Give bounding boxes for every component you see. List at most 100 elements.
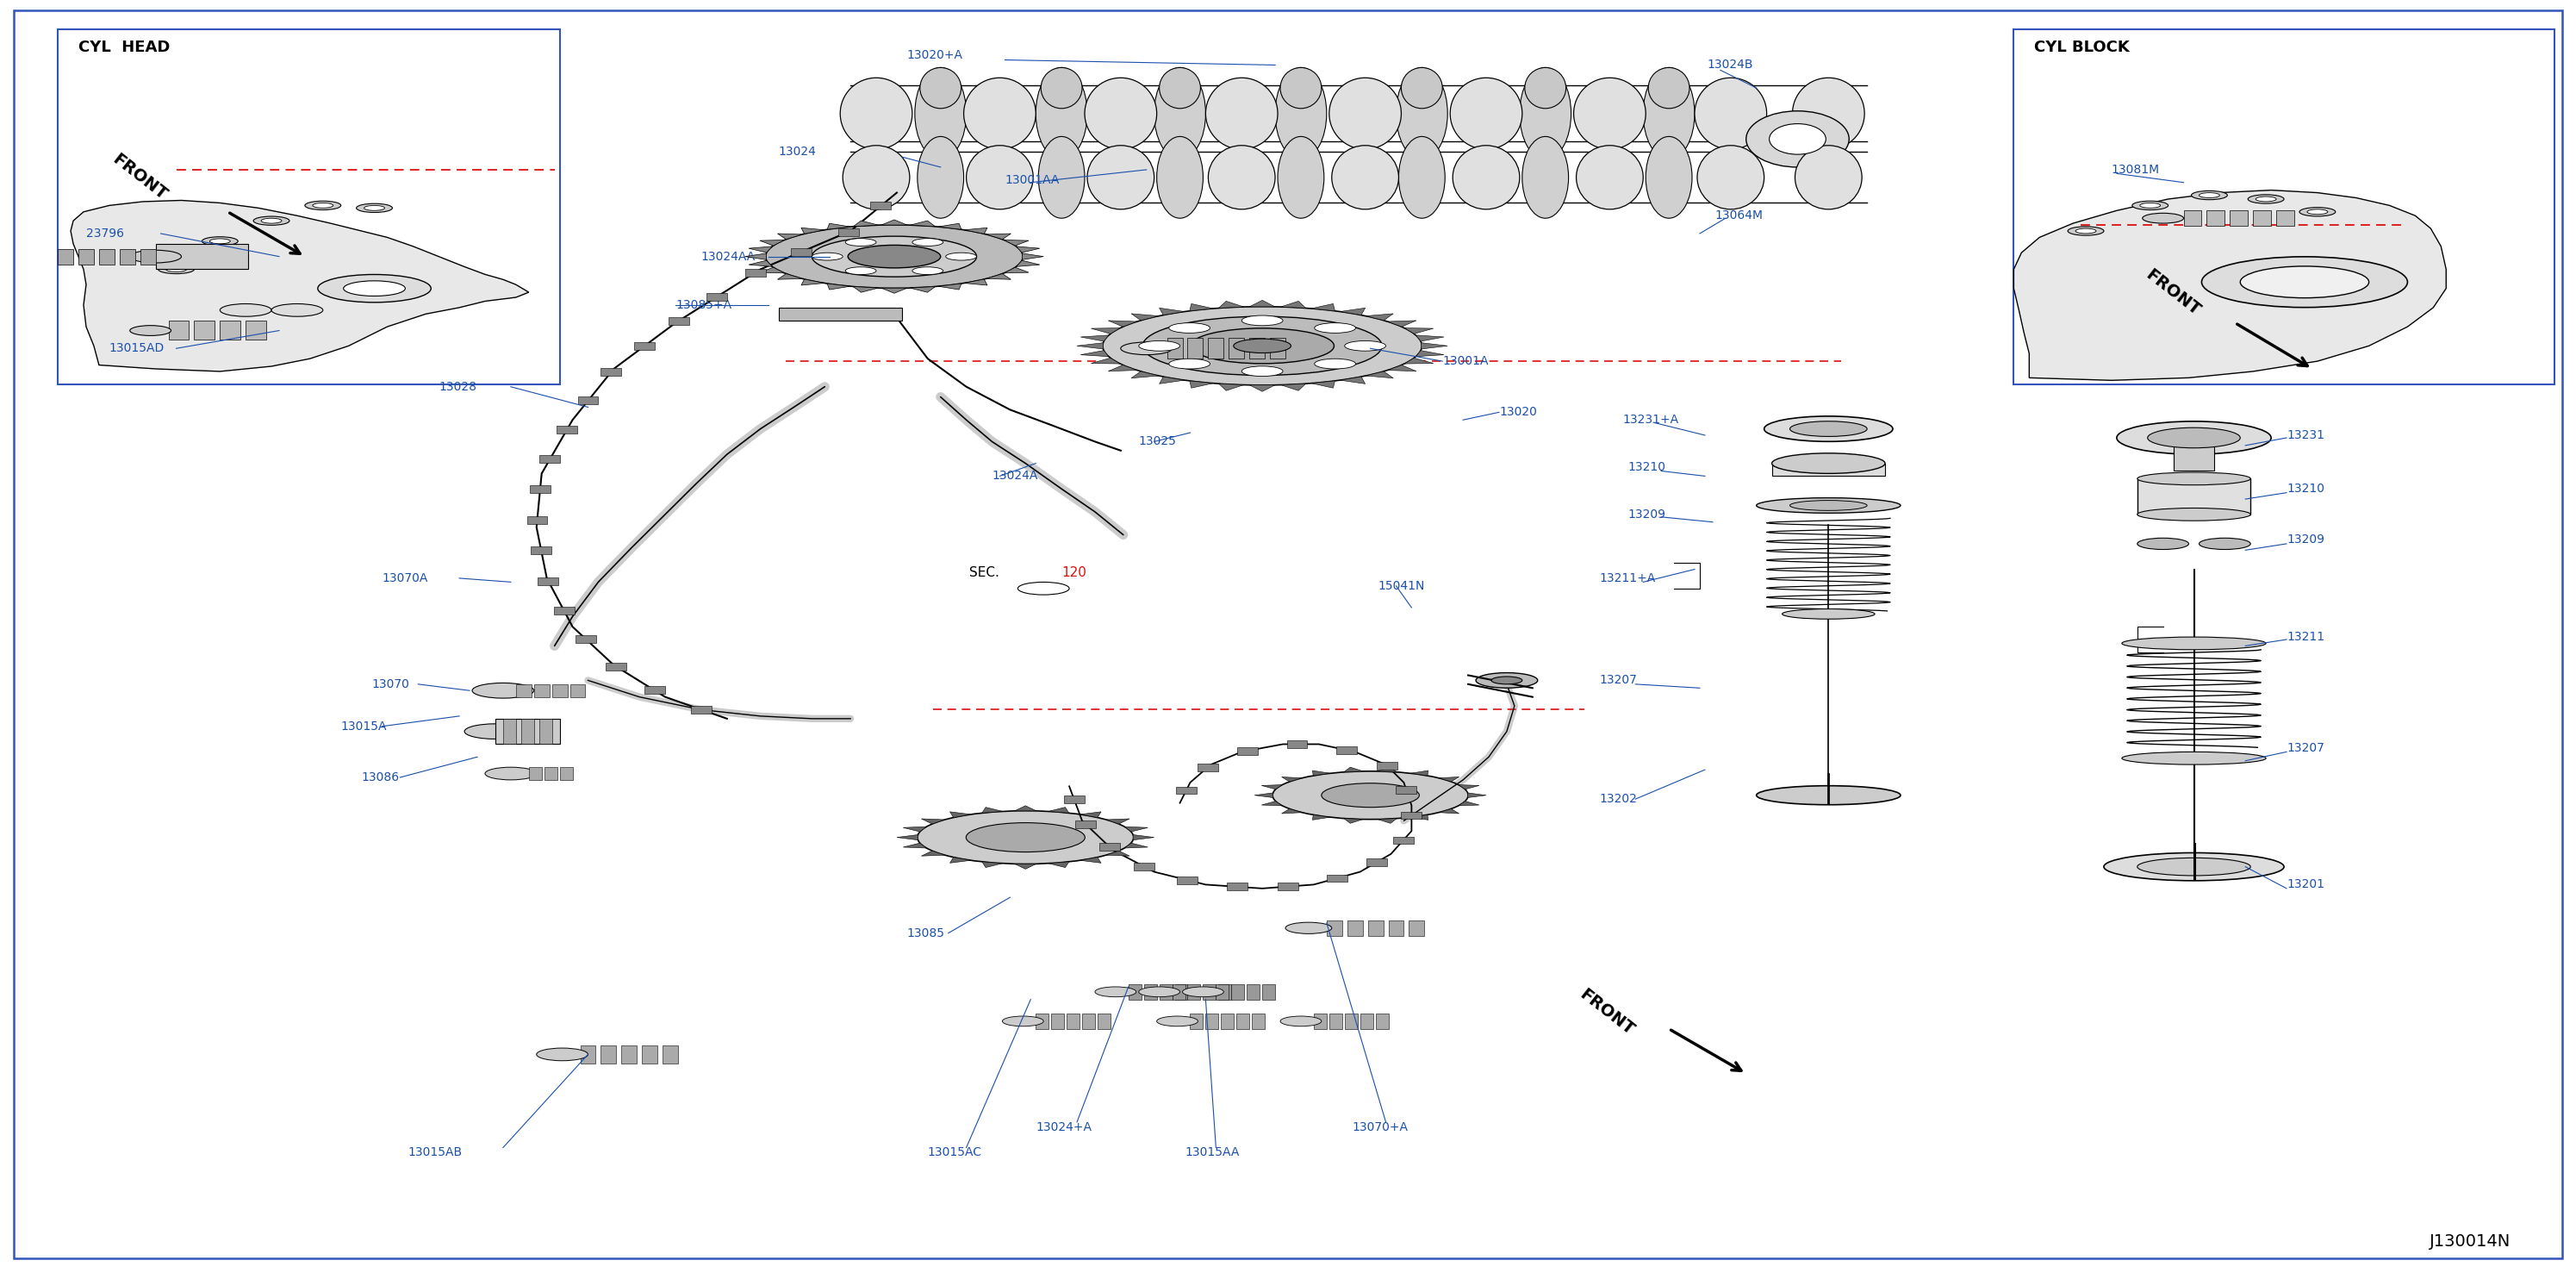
Polygon shape — [981, 862, 1002, 867]
Polygon shape — [1079, 857, 1100, 863]
Polygon shape — [1218, 301, 1244, 308]
Bar — [778, 307, 902, 320]
Bar — [77, 249, 93, 265]
Polygon shape — [896, 835, 917, 840]
Ellipse shape — [2123, 752, 2267, 765]
Bar — [1262, 984, 1275, 999]
Bar — [1394, 836, 1414, 844]
Polygon shape — [1126, 843, 1149, 848]
Bar — [1236, 1013, 1249, 1028]
Bar — [2174, 443, 2215, 471]
Ellipse shape — [1492, 677, 1522, 684]
Bar — [1236, 747, 1257, 755]
Text: 13015AD: 13015AD — [108, 343, 165, 354]
Polygon shape — [1126, 826, 1149, 831]
Text: 13024B: 13024B — [1708, 59, 1754, 72]
Bar — [155, 244, 247, 270]
Bar — [554, 608, 574, 615]
Text: SEC.: SEC. — [969, 567, 999, 579]
Ellipse shape — [1747, 111, 1850, 168]
Polygon shape — [1079, 335, 1108, 341]
Bar — [1159, 984, 1172, 999]
Polygon shape — [1108, 321, 1136, 326]
Ellipse shape — [845, 238, 876, 246]
Bar — [1216, 984, 1229, 999]
Polygon shape — [1079, 812, 1100, 817]
Bar — [2138, 478, 2251, 514]
Ellipse shape — [157, 265, 193, 274]
Ellipse shape — [1144, 316, 1381, 375]
Polygon shape — [904, 843, 927, 848]
Text: 13085+A: 13085+A — [675, 299, 732, 311]
Polygon shape — [1190, 381, 1213, 388]
Ellipse shape — [484, 767, 536, 780]
Ellipse shape — [2138, 858, 2251, 876]
Bar — [528, 767, 541, 780]
Ellipse shape — [1332, 146, 1399, 210]
Ellipse shape — [2308, 210, 2329, 215]
Text: 13028: 13028 — [438, 381, 477, 393]
Bar — [1074, 820, 1095, 828]
Ellipse shape — [912, 238, 943, 246]
Bar — [2254, 211, 2272, 226]
Ellipse shape — [1154, 68, 1206, 160]
Ellipse shape — [1314, 322, 1355, 333]
Bar — [139, 249, 155, 265]
Polygon shape — [1015, 806, 1036, 811]
Polygon shape — [1015, 261, 1041, 266]
Ellipse shape — [1139, 987, 1180, 996]
Polygon shape — [881, 220, 907, 225]
Ellipse shape — [1646, 137, 1692, 219]
Bar — [644, 687, 665, 694]
Bar — [1347, 921, 1363, 936]
Ellipse shape — [2105, 853, 2285, 881]
Ellipse shape — [1790, 421, 1868, 436]
Text: 23796: 23796 — [85, 228, 124, 239]
Ellipse shape — [1345, 340, 1386, 350]
Bar — [837, 228, 858, 235]
Text: 13001A: 13001A — [1443, 356, 1489, 367]
Text: 13024+A: 13024+A — [1036, 1122, 1092, 1133]
Ellipse shape — [1329, 78, 1401, 150]
Polygon shape — [987, 274, 1010, 279]
Text: 13064M: 13064M — [1716, 210, 1765, 221]
Bar — [2014, 29, 2555, 384]
Polygon shape — [750, 247, 773, 252]
Bar — [706, 293, 726, 301]
Polygon shape — [1340, 377, 1365, 384]
Ellipse shape — [165, 267, 185, 272]
Bar — [1198, 764, 1218, 771]
Ellipse shape — [1121, 341, 1172, 354]
Text: 13015A: 13015A — [340, 720, 386, 733]
Polygon shape — [827, 284, 850, 289]
Ellipse shape — [2141, 203, 2161, 208]
Polygon shape — [904, 826, 927, 831]
Ellipse shape — [252, 216, 289, 225]
Text: 13231: 13231 — [2287, 430, 2324, 441]
Text: 13086: 13086 — [361, 771, 399, 784]
Ellipse shape — [811, 237, 976, 276]
Bar — [193, 320, 214, 339]
Bar — [1144, 984, 1157, 999]
Ellipse shape — [1157, 137, 1203, 219]
Text: 13070A: 13070A — [381, 572, 428, 585]
Text: 13024: 13024 — [778, 146, 817, 157]
Polygon shape — [1283, 808, 1301, 813]
Polygon shape — [1311, 815, 1329, 820]
Polygon shape — [1437, 808, 1458, 813]
Ellipse shape — [2192, 191, 2228, 200]
Text: 13209: 13209 — [1628, 508, 1667, 521]
Ellipse shape — [1643, 68, 1695, 160]
Ellipse shape — [355, 203, 392, 212]
Ellipse shape — [1795, 146, 1862, 210]
Bar — [1365, 858, 1386, 866]
Polygon shape — [1468, 793, 1486, 798]
Polygon shape — [1262, 785, 1283, 789]
Polygon shape — [1412, 815, 1427, 820]
Polygon shape — [1417, 335, 1445, 341]
Bar — [57, 249, 72, 265]
Polygon shape — [1458, 785, 1479, 789]
Text: 13202: 13202 — [1600, 793, 1638, 804]
Polygon shape — [1311, 770, 1329, 775]
Bar — [1128, 984, 1141, 999]
